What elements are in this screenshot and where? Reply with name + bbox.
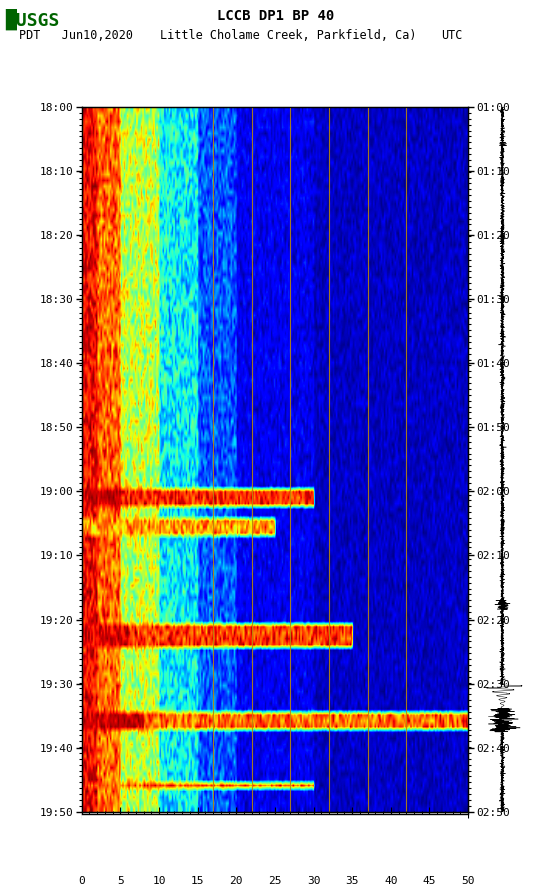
Text: 10: 10: [152, 876, 166, 886]
Text: █USGS: █USGS: [6, 9, 60, 30]
Text: PDT   Jun10,2020: PDT Jun10,2020: [19, 29, 134, 42]
Text: 50: 50: [461, 876, 475, 886]
Text: UTC: UTC: [442, 29, 463, 42]
Text: 25: 25: [268, 876, 282, 886]
Text: Little Cholame Creek, Parkfield, Ca): Little Cholame Creek, Parkfield, Ca): [160, 29, 417, 42]
Text: 35: 35: [346, 876, 359, 886]
Text: 15: 15: [191, 876, 204, 886]
Text: 20: 20: [230, 876, 243, 886]
Text: 45: 45: [423, 876, 436, 886]
Text: 30: 30: [307, 876, 320, 886]
Text: 5: 5: [117, 876, 124, 886]
Text: LCCB DP1 BP 40: LCCB DP1 BP 40: [217, 9, 335, 23]
Text: 40: 40: [384, 876, 397, 886]
Text: 0: 0: [78, 876, 85, 886]
